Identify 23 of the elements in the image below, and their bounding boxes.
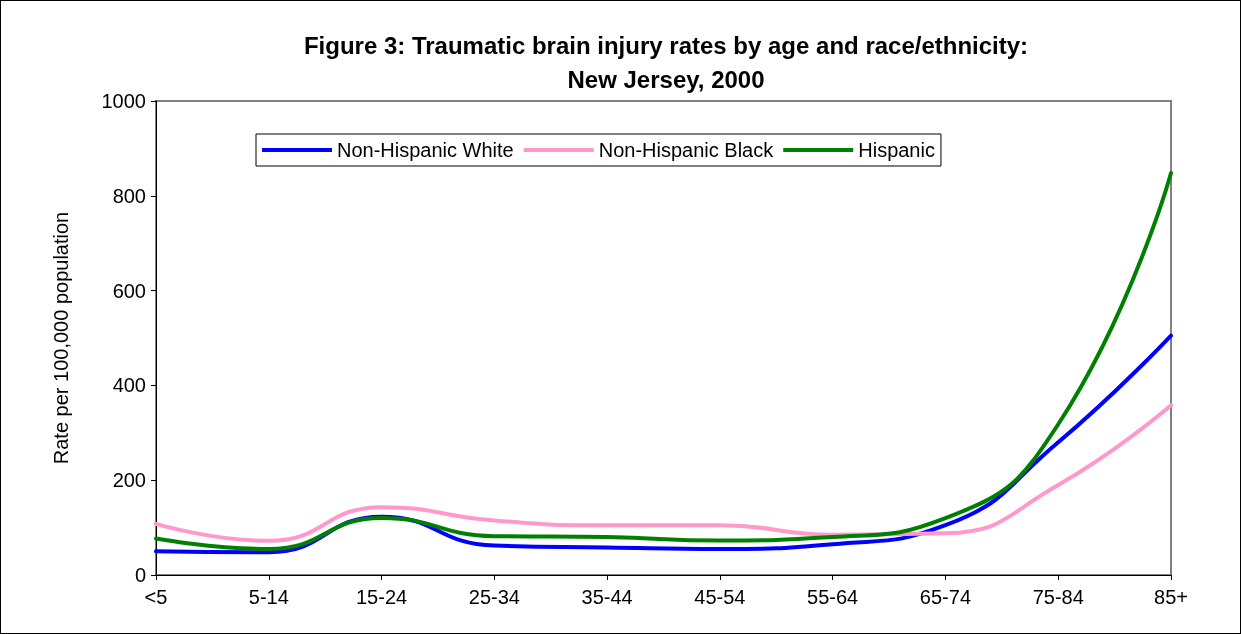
x-tick-label: 15-24: [355, 586, 408, 608]
x-tick-label: 55-64: [807, 586, 859, 608]
chart-title: Figure 3: Traumatic brain injury rates by age and race/ethnicity: New Jersey, 2000: [303, 31, 1029, 93]
y-tick-label: 200: [112, 469, 146, 492]
x-tick-label: 5-14: [248, 586, 289, 608]
x-tick-label: 65-74: [919, 586, 972, 608]
y-tick-label: 1000: [101, 90, 146, 112]
x-tick-label: <5: [144, 586, 168, 608]
legend-label: Non-Hispanic White: [337, 139, 514, 161]
legend-label: Hispanic: [858, 139, 935, 161]
x-tick-label: 35-44: [581, 586, 633, 608]
x-tick-label: 75-84: [1032, 586, 1084, 608]
x-tick-label: 85+: [1154, 586, 1188, 608]
x-tick-label: 25-34: [468, 586, 520, 608]
legend-label: Non-Hispanic Black: [598, 139, 775, 161]
line-series: [154, 403, 1173, 543]
y-axis-title: Rate per 100,000 population: [50, 211, 72, 465]
line-series: [154, 171, 1173, 551]
y-tick-label: 400: [112, 374, 146, 397]
y-tick-label: 800: [112, 184, 146, 207]
y-tick-label: 0: [134, 564, 146, 586]
x-tick-label: 45-54: [694, 586, 746, 608]
y-tick-label: 600: [112, 279, 146, 302]
